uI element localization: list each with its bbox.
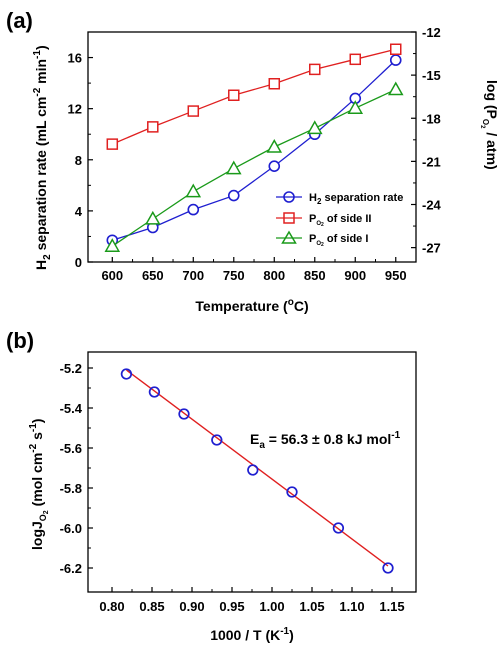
chart-b-xlabel: 1000 / T (K-1) xyxy=(210,626,294,643)
y-tick-label-b: -5.8 xyxy=(60,481,82,496)
data-point-b xyxy=(178,408,190,420)
data-point-b xyxy=(211,434,223,446)
x-tick-label-b: 0.80 xyxy=(99,599,124,614)
chart-b-annotation: Ea = 56.3 ± 0.8 kJ mol-1 xyxy=(250,430,401,451)
chart-a-ylabel-left: H2 separation rate (mL cm-2 min-1) xyxy=(32,45,53,270)
x-tick-label-a: 950 xyxy=(385,268,407,283)
legend-marker-square xyxy=(283,212,295,224)
data-point-square xyxy=(147,121,159,133)
chart-b: logJO2 (mol cm-2 s-1) 1000 / T (K-1) Ea … xyxy=(28,351,417,643)
x-tick-label-a: 900 xyxy=(344,268,366,283)
legend-marker-triangle xyxy=(281,230,297,244)
x-tick-label-a: 600 xyxy=(101,268,123,283)
x-tick-label-a: 700 xyxy=(182,268,204,283)
data-point-b xyxy=(332,522,345,534)
data-point-b xyxy=(120,368,133,380)
chart-a-xlabel: Temperature (oC) xyxy=(195,297,308,314)
y-tick-label-b: -6.0 xyxy=(60,521,82,536)
chart-a-legend: H2 separation rate PO2 of side II PO2 of… xyxy=(276,191,403,248)
y-right-tick-label-a: -18 xyxy=(422,111,441,126)
y-right-tick-label-a: -15 xyxy=(422,68,441,83)
data-point-triangle xyxy=(387,81,404,96)
y-right-tick-label-a: -27 xyxy=(422,241,441,256)
y-left-tick-label-a: 16 xyxy=(68,51,82,66)
x-tick-label-a: 850 xyxy=(304,268,326,283)
data-point-b xyxy=(382,562,394,574)
data-point-circle xyxy=(268,160,281,172)
data-point-circle xyxy=(389,54,402,66)
y-right-tick-label-a: -12 xyxy=(422,25,441,40)
legend-label-side-ii: PO2 of side II xyxy=(309,213,371,228)
data-point-b xyxy=(148,386,161,398)
x-tick-label-a: 650 xyxy=(142,268,164,283)
data-point-circle xyxy=(227,189,240,202)
x-tick-label-b: 0.85 xyxy=(139,599,164,614)
chart-a-ylabel-right: log (PO2 / atm) xyxy=(479,80,500,170)
x-tick-label-b: 1.15 xyxy=(379,599,404,614)
legend-label-side-i: PO2 of side I xyxy=(309,233,368,248)
data-point-square xyxy=(106,138,119,150)
data-point-triangle xyxy=(104,238,121,252)
x-tick-label-b: 1.00 xyxy=(259,599,284,614)
data-point-triangle xyxy=(185,183,202,198)
series-line-a-2 xyxy=(111,88,397,247)
y-tick-label-b: -5.2 xyxy=(60,361,82,376)
data-point-square xyxy=(349,53,362,66)
data-point-triangle xyxy=(225,160,242,175)
data-point-triangle xyxy=(145,210,161,225)
y-left-tick-label-a: 12 xyxy=(68,102,82,117)
x-tick-label-b: 1.10 xyxy=(339,599,364,614)
data-point-triangle xyxy=(266,138,283,153)
chart-b-ylabel: logJO2 (mol cm-2 s-1) xyxy=(28,419,50,550)
data-point-b xyxy=(286,486,298,498)
y-left-tick-label-a: 0 xyxy=(75,255,82,270)
y-tick-label-b: -5.6 xyxy=(60,441,82,456)
y-right-tick-label-a: -21 xyxy=(422,154,441,169)
x-tick-label-a: 800 xyxy=(263,268,285,283)
data-point-square xyxy=(187,105,200,117)
data-point-square xyxy=(390,43,402,55)
x-tick-label-b: 1.05 xyxy=(299,599,324,614)
y-left-tick-label-a: 4 xyxy=(75,204,83,219)
series-line-a-1 xyxy=(112,48,396,145)
y-left-tick-label-a: 8 xyxy=(75,153,82,168)
y-tick-label-b: -5.4 xyxy=(60,401,83,416)
data-point-triangle xyxy=(347,100,364,114)
legend-item-side-i: PO2 of side I xyxy=(276,230,368,248)
data-point-square xyxy=(228,89,240,101)
y-right-tick-label-a: -24 xyxy=(422,198,442,213)
chart-b-frame xyxy=(87,351,417,593)
data-point-square xyxy=(309,63,321,76)
legend-item-h2: H2 separation rate xyxy=(276,191,403,206)
x-tick-label-b: 0.95 xyxy=(219,599,244,614)
legend-item-side-ii: PO2 of side II xyxy=(276,212,371,228)
data-point-circle xyxy=(187,203,200,216)
legend-marker-circle xyxy=(283,191,295,203)
chart-a: H2 separation rate (mL cm-2 min-1) log (… xyxy=(32,25,500,314)
data-point-triangle xyxy=(306,120,323,135)
data-point-square xyxy=(268,78,281,90)
x-tick-label-a: 750 xyxy=(223,268,245,283)
panel-b-label: (b) xyxy=(6,328,34,353)
data-point-b xyxy=(247,464,259,476)
x-tick-label-b: 0.90 xyxy=(179,599,204,614)
panel-a-label: (a) xyxy=(6,8,33,33)
legend-label-h2: H2 separation rate xyxy=(309,192,403,206)
y-tick-label-b: -6.2 xyxy=(60,561,82,576)
chart-a-frame xyxy=(87,31,417,263)
